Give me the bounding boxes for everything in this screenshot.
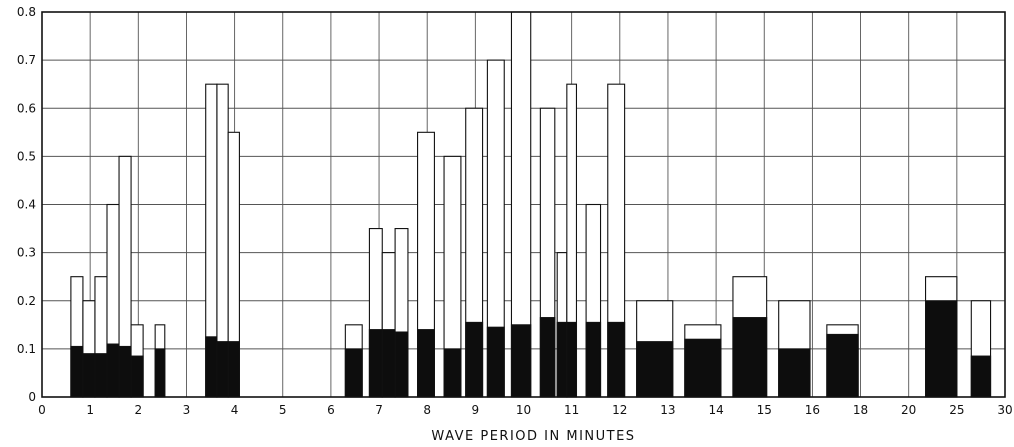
bar-lower: [227, 341, 240, 398]
y-tick-label: 0.5: [17, 149, 36, 163]
x-tick-label: 9: [472, 403, 480, 417]
bar-lower: [925, 300, 958, 398]
bar-lower: [394, 331, 409, 398]
x-tick-label: 16: [805, 403, 820, 417]
y-tick-label: 0.7: [17, 53, 36, 67]
bar-lower: [566, 321, 578, 398]
bar-lower: [130, 355, 144, 398]
bar-lower: [486, 326, 505, 398]
x-tick-label: 2: [134, 403, 142, 417]
y-tick-label: 0.4: [17, 198, 36, 212]
x-axis-label: WAVE PERIOD IN MINUTES: [431, 429, 635, 444]
chart-bars: [70, 11, 992, 398]
bar-lower: [465, 321, 484, 398]
x-tick-label: 13: [660, 403, 675, 417]
y-tick-label: 0.3: [17, 246, 36, 260]
bar-lower: [510, 324, 532, 398]
bar-lower: [118, 345, 132, 398]
bar-lower: [216, 341, 229, 398]
x-tick-label: 20: [901, 403, 916, 417]
y-tick-label: 0.2: [17, 294, 36, 308]
bar-lower: [82, 353, 96, 398]
x-tick-label: 12: [612, 403, 627, 417]
bar-lower: [205, 336, 218, 398]
bar-lower: [539, 317, 556, 398]
bar-lower: [417, 329, 435, 398]
bar-lower: [344, 348, 363, 398]
x-tick-label: 11: [564, 403, 579, 417]
bar-lower: [778, 348, 811, 398]
x-tick-label: 8: [423, 403, 431, 417]
bar-lower: [826, 333, 859, 398]
bar-lower: [556, 321, 568, 398]
bar-lower: [636, 341, 674, 398]
x-tick-label: 30: [997, 403, 1012, 417]
y-axis-ticks: 0 0.1 0.2 0.3 0.4 0.5 0.6 0.7 0.8: [17, 5, 36, 404]
bar-lower: [684, 338, 722, 398]
bar-lower: [368, 329, 383, 398]
x-tick-label: 4: [231, 403, 239, 417]
x-tick-label: 14: [708, 403, 723, 417]
y-tick-label: 0: [28, 390, 36, 404]
bar-lower: [154, 348, 166, 398]
x-tick-label: 25: [949, 403, 964, 417]
bar-lower: [94, 353, 108, 398]
bar-lower: [106, 343, 120, 398]
bar-lower: [585, 321, 602, 398]
bar-lower: [70, 345, 84, 398]
x-axis-ticks: 0 1 2 3 4 5 6 7 8 9 10 11 12 13 14 15 16 18 20 25 30: [38, 403, 1012, 417]
y-tick-label: 0.8: [17, 5, 36, 19]
y-tick-label: 0.6: [17, 101, 36, 115]
x-tick-label: 15: [757, 403, 772, 417]
x-tick-label: 6: [327, 403, 335, 417]
x-tick-label: 7: [375, 403, 383, 417]
x-tick-label: 1: [86, 403, 94, 417]
bar-lower: [732, 317, 768, 398]
bar-lower: [970, 355, 992, 398]
bar-lower: [607, 321, 626, 398]
x-tick-label: 3: [183, 403, 191, 417]
y-tick-label: 0.1: [17, 342, 36, 356]
bar-lower: [443, 348, 462, 398]
x-tick-label: 18: [853, 403, 868, 417]
x-tick-label: 0: [38, 403, 46, 417]
x-tick-label: 5: [279, 403, 287, 417]
x-tick-label: 10: [516, 403, 531, 417]
plot-frame: [41, 11, 1006, 398]
bar-lower: [381, 329, 396, 398]
